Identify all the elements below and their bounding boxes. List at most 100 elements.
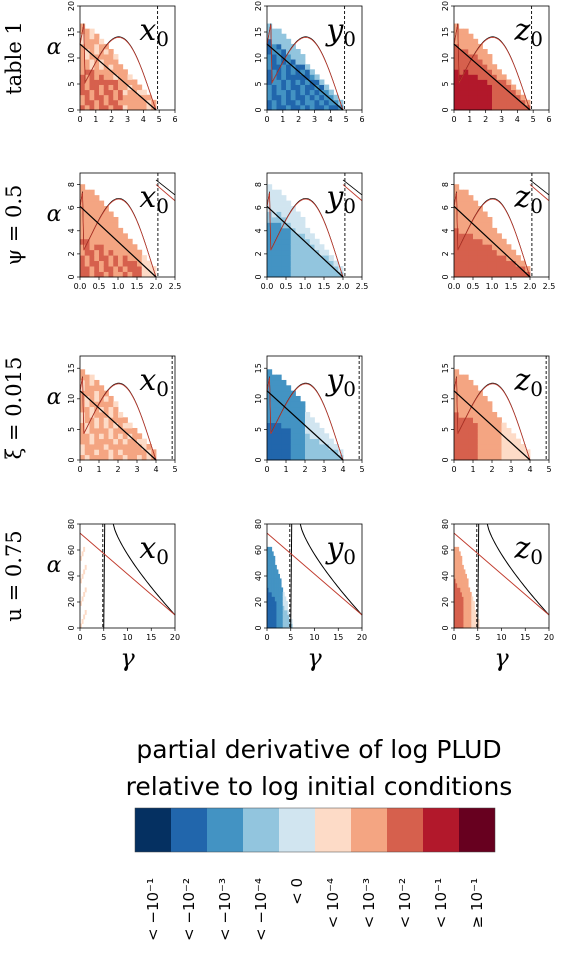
heatmap-cell [122, 249, 128, 256]
heatmap-cell [501, 422, 507, 429]
extra-line [155, 179, 176, 196]
heatmap-cell [455, 573, 458, 579]
heatmap-cell [477, 438, 483, 445]
heatmap-cell [80, 79, 86, 85]
heatmap-cell [482, 222, 488, 229]
y-tick-label: 4 [441, 228, 450, 233]
heatmap-cell [278, 618, 280, 624]
heatmap-cell [281, 43, 287, 50]
y-tick-label: 0 [67, 457, 76, 462]
heatmap-cell [274, 564, 277, 570]
heatmap-cell [267, 184, 273, 191]
heatmap-cell [477, 79, 483, 85]
heatmap-cell [276, 573, 279, 579]
heatmap-cell [506, 433, 512, 440]
heatmap-cell [83, 591, 86, 597]
heatmap-cell [454, 64, 460, 70]
heatmap-cell [463, 454, 469, 461]
heatmap-cell [127, 89, 133, 96]
heatmap-cell [118, 89, 124, 96]
heatmap-cell [468, 609, 471, 615]
x-tick-label: 1.0 [486, 282, 499, 291]
heatmap-cell [127, 104, 133, 111]
heatmap-cell [454, 422, 460, 429]
heatmap-cell [94, 38, 100, 45]
heatmap-cell [267, 605, 269, 611]
heatmap-cell [473, 89, 479, 96]
heatmap-cell [290, 618, 293, 624]
heatmap-cell [300, 104, 306, 111]
heatmap-cell [267, 411, 273, 418]
legend-label: < −10⁻⁴ [252, 878, 270, 941]
heatmap-cell [466, 605, 469, 611]
heatmap-cell [271, 605, 274, 611]
heatmap-cell [84, 411, 90, 418]
heatmap-cell [286, 417, 292, 424]
heatmap-cell [84, 216, 90, 223]
y-tick-label: 10 [254, 394, 263, 404]
heatmap-cell [267, 33, 273, 40]
y-tick-label: 40 [441, 571, 450, 581]
heatmap-cell [468, 89, 474, 96]
heatmap-cell [482, 84, 488, 91]
heatmap-cell [295, 427, 301, 434]
heatmap-cell [463, 395, 469, 402]
heatmap-cell [94, 74, 100, 80]
heatmap-cell [463, 374, 469, 381]
heatmap-cell [99, 79, 105, 85]
heatmap-cell [267, 74, 273, 80]
heatmap-cell [132, 433, 138, 440]
heatmap-cell [81, 596, 84, 602]
heatmap-cell [141, 449, 147, 456]
heatmap-cell [276, 401, 282, 408]
heatmap-cell [295, 222, 301, 229]
y-tick-label: 15 [441, 27, 450, 37]
heatmap-cell [492, 249, 498, 256]
heatmap-cell [94, 422, 100, 429]
heatmap-cell [477, 623, 480, 629]
heatmap-cell [276, 443, 282, 450]
heatmap-cell [295, 417, 301, 424]
heatmap-cell [268, 623, 271, 629]
heatmap-cell [286, 200, 292, 207]
heatmap-cell [146, 443, 152, 450]
heatmap-cell [103, 249, 109, 256]
heatmap-cell [146, 266, 152, 272]
y-tick-label: 8 [254, 182, 263, 187]
heatmap-cell [113, 427, 119, 434]
heatmap-cell [282, 596, 285, 602]
heatmap-cell [458, 74, 464, 80]
heatmap-cell [515, 94, 521, 101]
heatmap-cell [141, 94, 147, 101]
heatmap-cell [141, 266, 147, 272]
heatmap-cell [458, 605, 461, 611]
heatmap-cell [487, 238, 493, 245]
heatmap-cell [99, 94, 105, 101]
heatmap-cell [305, 244, 311, 251]
heatmap-cell [515, 454, 521, 461]
y-tick-label: 5 [254, 81, 263, 86]
heatmap-cell [487, 433, 493, 440]
heatmap-cell [482, 59, 488, 65]
legend-label: ≥ 10⁻¹ [468, 878, 486, 928]
boundary-curve [79, 377, 157, 461]
heatmap-cell [270, 564, 273, 570]
x-tick-label: 0 [451, 633, 456, 642]
y-tick-label: 2 [441, 251, 450, 256]
heatmap-cell [276, 89, 282, 96]
legend-frame [134, 807, 496, 853]
heatmap-cell [492, 94, 498, 101]
heatmap-cell [94, 433, 100, 440]
x-tick-label: 4 [153, 465, 158, 474]
heatmap-cell [468, 59, 474, 65]
x-tick-label: 0.0 [74, 282, 87, 291]
heatmap-cell [520, 94, 526, 101]
heatmap-cell [276, 587, 279, 593]
heatmap-cell [460, 614, 463, 620]
plot-frame [266, 172, 363, 278]
heatmap-cell [89, 271, 95, 278]
heatmap-cell [103, 260, 109, 267]
heatmap-cell [113, 411, 119, 418]
